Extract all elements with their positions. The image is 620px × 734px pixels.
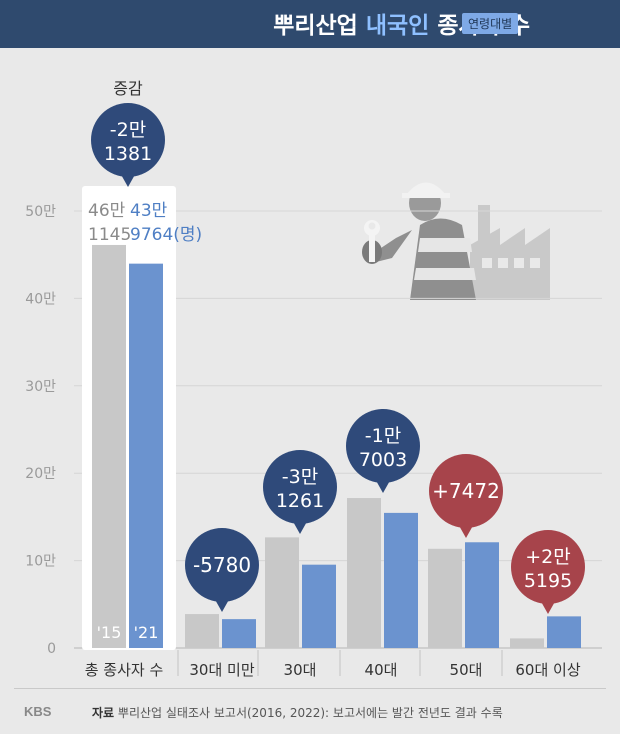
bar [428,548,462,648]
bar [302,564,336,648]
y-tick-label: 20만 [25,466,56,482]
x-tick-label: 60대 이상 [515,661,580,679]
header-bar: 뿌리산업 내국인 종사자 수 연령대별 [0,0,620,48]
total-2015-label: 1145 [88,225,131,245]
change-label: -2만 [110,119,146,141]
bar [347,498,381,648]
change-label: +7472 [432,479,500,503]
change-heading: 증감 [113,79,143,98]
x-tick-label: 40대 [365,661,398,679]
bar [92,244,126,648]
change-bubble [511,530,585,604]
x-tick-label: 50대 [450,661,483,679]
bars [92,244,581,648]
title-highlight: 내국인 [365,13,430,39]
change-label: 1261 [276,490,324,512]
change-bubble [263,450,337,524]
total-2015-label: 46만 [88,201,126,221]
x-tick-label: 30대 [284,661,317,679]
change-bubble [185,528,259,602]
x-tick-label: 30대 미만 [189,661,254,679]
series-label: '21 [134,623,159,642]
change-bubble [91,103,165,177]
change-label: -3만 [282,466,318,488]
y-tick-label: 40만 [25,291,56,307]
bar [510,638,544,648]
change-bubble [429,454,503,528]
bar [129,263,163,648]
total-labels: '15 '21 46만 1145 43만 9764(명) [88,201,202,642]
x-axis: 총 종사자 수 30대 미만 30대 40대 50대 60대 이상 [85,650,581,679]
y-tick-label: 50만 [25,204,56,220]
bar [265,537,299,648]
footer-divider [14,688,606,689]
bar [384,512,418,648]
series-label: '15 [97,623,122,642]
age-group-badge: 연령대별 [462,13,519,34]
source-label: 자료 [92,706,115,720]
total-2021-label: 43만 [130,201,168,221]
factory-worker-illustration [362,182,550,300]
source-note: 자료 뿌리산업 실태조사 보고서(2016, 2022): 보고서에는 발간 전… [92,704,503,721]
change-label: 1381 [104,143,152,165]
change-label: 5195 [524,570,572,592]
bar [185,614,219,648]
bar [547,616,581,648]
y-tick-label: 30만 [25,379,56,395]
title-prefix: 뿌리산업 [273,13,366,39]
change-label: -1만 [365,425,401,447]
bar [465,542,499,648]
source-text: 뿌리산업 실태조사 보고서(2016, 2022): 보고서에는 발간 전년도 … [117,706,503,720]
change-label: -5780 [193,553,251,577]
y-tick-label: 0 [47,641,56,657]
total-2021-label: 9764(명) [130,225,202,245]
change-label: 7003 [359,449,407,471]
kbs-logo: KBS [24,704,52,719]
y-axis: 0 10만 20만 30만 40만 50만 [25,204,56,657]
change-label: +2만 [525,546,571,568]
bar [222,619,256,648]
change-bubble [346,409,420,483]
y-tick-label: 10만 [25,554,56,570]
x-tick-label: 총 종사자 수 [85,661,164,679]
